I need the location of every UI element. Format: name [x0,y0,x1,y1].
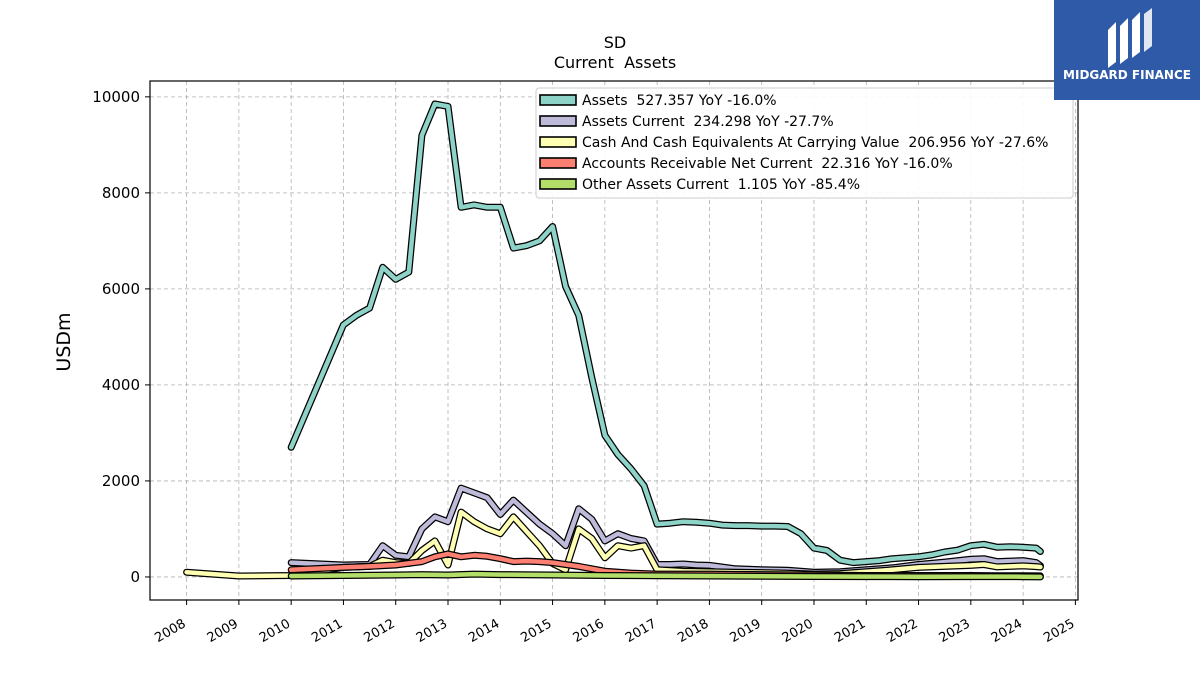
legend-swatch-3 [539,157,577,169]
x-tick-label-6: 2014 [466,616,502,646]
x-tick-label-8: 2016 [571,616,607,646]
x-tick-label-3: 2011 [309,616,345,646]
legend-label-3: Accounts Receivable Net Current 22.316 Y… [582,156,953,172]
series-1 [287,484,1044,576]
x-tick-label-1: 2009 [205,616,241,646]
y-tick-label-0: 0 [130,568,140,586]
legend: Assets 527.357 YoY -16.0% Assets Current … [535,87,1074,199]
x-tick-label-17: 2025 [1041,616,1077,646]
legend-swatch-2 [539,136,577,148]
series-layer [183,100,1044,581]
x-axis-ticks: 2008 2009 2010 2011 2012 2013 2014 2015 2016 2017… [152,600,1077,646]
legend-swatch-0 [539,94,577,106]
x-tick-label-12: 2020 [780,616,816,646]
chart-subtitle: Current Assets [554,53,676,72]
y-tick-label-4: 8000 [102,184,140,202]
x-tick-label-16: 2024 [989,616,1025,646]
x-tick-label-10: 2018 [675,616,711,646]
x-tick-label-2: 2010 [257,616,293,646]
x-tick-label-11: 2019 [728,616,764,646]
series-line-2 [184,509,1043,579]
legend-label-4: Other Assets Current 1.105 YoY -85.4% [582,177,860,193]
legend-frame [535,87,1074,199]
y-tick-label-2: 4000 [102,376,140,394]
y-axis-ticks: 0 2000 4000 6000 8000 10000 [92,88,150,586]
x-tick-label-4: 2012 [362,616,398,646]
y-tick-label-3: 6000 [102,280,140,298]
series-line-1 [288,485,1043,575]
logo: MIDGARD FINANCE [1054,0,1200,100]
legend-swatch-1 [539,115,577,127]
legend-swatch-4 [539,178,577,190]
legend-label-1: Assets Current 234.298 YoY -27.7% [582,114,834,130]
series-outline-1 [287,484,1044,576]
series-4 [287,570,1044,581]
legend-label-0: Assets 527.357 YoY -16.0% [582,93,777,109]
series-2 [183,508,1044,580]
series-line-0 [288,101,1043,565]
legend-label-2: Cash And Cash Equivalents At Carrying Va… [582,135,1048,151]
x-tick-label-7: 2015 [518,616,554,646]
x-tick-label-0: 2008 [152,616,188,646]
chart-title: SD [604,33,626,52]
logo-text: MIDGARD FINANCE [1063,68,1191,82]
y-axis-label: USDm [53,312,75,371]
x-tick-label-14: 2022 [884,616,920,646]
series-line-4 [288,571,1043,580]
series-0 [287,100,1044,567]
x-tick-label-9: 2017 [623,616,659,646]
midgard-logo-icon [1108,8,1152,68]
x-tick-label-13: 2021 [832,616,868,646]
y-tick-label-1: 2000 [102,472,140,490]
y-tick-label-5: 10000 [92,88,140,106]
plot-frame [149,80,1079,601]
x-tick-label-5: 2013 [414,616,450,646]
x-tick-label-15: 2023 [937,616,973,646]
